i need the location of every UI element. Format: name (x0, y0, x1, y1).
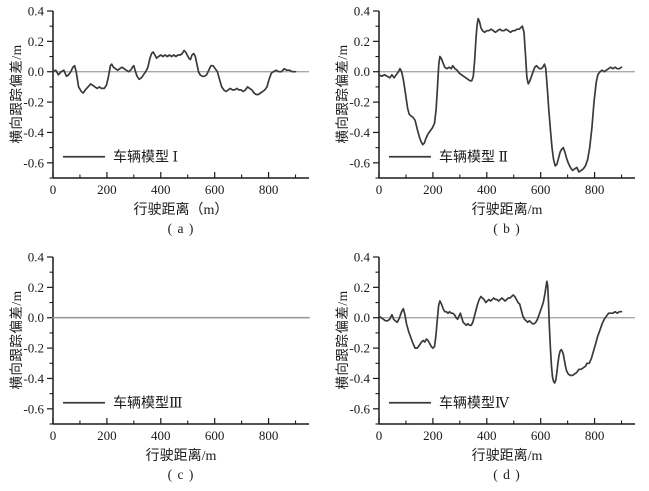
y-tick-label: 0.2 (28, 34, 44, 49)
y-tick-label: -0.4 (23, 371, 44, 386)
x-tick-label: 200 (97, 428, 117, 443)
y-axis-title: 横向跟踪偏差/m (9, 44, 24, 144)
legend-label: 车辆模型Ⅳ (439, 395, 510, 412)
y-tick-label: -0.2 (349, 95, 370, 110)
y-tick-label: 0.4 (28, 4, 45, 19)
x-tick-label: 400 (477, 428, 497, 443)
subplot-d: 0 200 400 600 800 0.4 0.2 0.0 -0.2 -0.4 -0.6 车辆模型Ⅳ … (327, 246, 649, 490)
y-tick-label: -0.4 (349, 371, 370, 386)
subplot-caption: ( a ) (167, 221, 195, 236)
y-tick-label: 0.0 (28, 310, 44, 325)
x-tick-label: 600 (205, 182, 225, 197)
y-tick-label: -0.6 (349, 401, 370, 416)
curve-line (378, 280, 623, 384)
y-tick-label: 0.2 (28, 280, 44, 295)
plot-d: 0 200 400 600 800 0.4 0.2 0.0 -0.2 -0.4 -0.6 车辆模型Ⅳ (349, 250, 635, 443)
y-tick-label: -0.6 (23, 155, 44, 170)
x-tick-label: 800 (259, 428, 279, 443)
x-tick-label: 200 (423, 182, 443, 197)
x-tick-label: 400 (151, 428, 171, 443)
y-axis-title: 横向跟踪偏差/m (9, 290, 24, 390)
subplot-a: 0 200 400 600 800 0.4 0.2 0.0 -0.2 -0.4 -0.6 车辆模型 Ⅰ… (1, 0, 323, 244)
y-tick-label: 0.0 (354, 310, 370, 325)
x-tick-label: 800 (585, 428, 605, 443)
y-tick-label: -0.6 (23, 401, 44, 416)
y-tick-label: -0.2 (23, 341, 44, 356)
x-axis-title: 行驶距离/m (471, 449, 543, 464)
y-tick-label: 0.4 (354, 4, 371, 19)
subplot-b: 0 200 400 600 800 0.4 0.2 0.0 -0.2 -0.4 -0.6 车辆模型 Ⅱ… (327, 0, 649, 244)
subplot-c: 0 200 400 600 800 0.4 0.2 0.0 -0.2 -0.4 -0.6 车辆模型Ⅲ … (1, 246, 323, 490)
y-tick-label: 0.2 (354, 34, 370, 49)
y-tick-label: -0.4 (23, 125, 44, 140)
x-tick-label: 0 (50, 182, 57, 197)
x-tick-label: 0 (376, 182, 383, 197)
x-tick-label: 400 (151, 182, 171, 197)
plot-a: 0 200 400 600 800 0.4 0.2 0.0 -0.2 -0.4 -0.6 车辆模型 Ⅰ (23, 4, 309, 197)
y-axis-title: 横向跟踪偏差/m (335, 290, 350, 390)
y-tick-label: -0.4 (349, 125, 370, 140)
plot-b: 0 200 400 600 800 0.4 0.2 0.0 -0.2 -0.4 -0.6 车辆模型 Ⅱ (349, 4, 635, 197)
x-tick-label: 800 (585, 182, 605, 197)
y-axis-title: 横向跟踪偏差/m (335, 44, 350, 144)
x-tick-label: 600 (531, 428, 551, 443)
subplot-caption: ( b ) (493, 221, 521, 236)
y-tick-label: 0.2 (354, 280, 370, 295)
y-tick-label: -0.2 (23, 95, 44, 110)
x-tick-label: 600 (531, 182, 551, 197)
x-tick-label: 600 (205, 428, 225, 443)
y-tick-label: 0.4 (28, 250, 45, 265)
x-tick-label: 0 (376, 428, 383, 443)
x-axis-title: 行驶距离/m (145, 449, 217, 464)
y-tick-label: -0.6 (349, 155, 370, 170)
curve-line (52, 49, 297, 96)
y-tick-label: -0.2 (349, 341, 370, 356)
x-tick-label: 200 (423, 428, 443, 443)
plot-c: 0 200 400 600 800 0.4 0.2 0.0 -0.2 -0.4 -0.6 车辆模型Ⅲ (23, 250, 310, 443)
legend-label: 车辆模型 Ⅱ (439, 149, 508, 166)
x-axis-title: 行驶距离（m） (133, 203, 229, 218)
x-tick-label: 400 (477, 182, 497, 197)
subplot-caption: ( c ) (167, 467, 195, 482)
curve-line (378, 17, 623, 173)
y-tick-label: 0.0 (28, 64, 44, 79)
x-tick-label: 200 (97, 182, 117, 197)
x-tick-label: 800 (259, 182, 279, 197)
legend-label: 车辆模型 Ⅰ (113, 149, 178, 166)
x-tick-label: 0 (50, 428, 57, 443)
y-tick-label: 0.4 (354, 250, 371, 265)
y-tick-label: 0.0 (354, 64, 370, 79)
x-axis-title: 行驶距离/m (471, 203, 543, 218)
legend-label: 车辆模型Ⅲ (113, 395, 183, 412)
subplot-caption: ( d ) (493, 467, 521, 482)
